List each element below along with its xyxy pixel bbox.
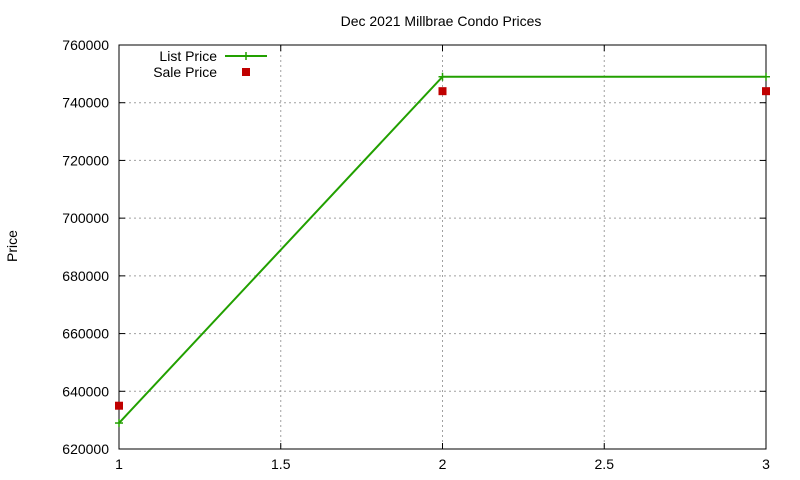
list-price-point [762,72,770,81]
y-axis-label: Price [4,230,20,262]
y-tick-label: 700000 [62,210,109,226]
x-tick-label: 1 [115,456,123,472]
legend-label-sale-price: Sale Price [153,64,217,80]
y-tick-label: 720000 [62,152,109,168]
x-tick-label: 3 [762,456,770,472]
sale-price-point [115,401,123,410]
series-layer [115,72,770,428]
legend-label-list-price: List Price [159,48,217,64]
list-price-point [115,419,123,428]
y-tick-label: 660000 [62,326,109,342]
list-price-point [438,72,447,81]
y-tick-label: 620000 [62,441,109,457]
y-tick-label: 640000 [62,383,109,399]
grid-lines [119,45,766,449]
axis-ticks: 620000 640000 660000 680000 700000 720000 7400… [62,37,770,472]
chart-title: Dec 2021 Millbrae Condo Prices [341,13,542,29]
y-tick-label: 740000 [62,95,109,111]
y-tick-label: 680000 [62,268,109,284]
x-tick-label: 1.5 [271,456,291,472]
sale-price-series [115,87,770,410]
x-tick-label: 2.5 [595,456,615,472]
x-tick-label: 2 [439,456,447,472]
sale-price-point [762,87,770,96]
y-tick-label: 760000 [62,37,109,53]
sale-price-point [438,87,447,96]
legend-marker-sale-price [242,68,250,76]
legend-marker-list-price [242,52,250,60]
list-price-series [115,72,770,428]
